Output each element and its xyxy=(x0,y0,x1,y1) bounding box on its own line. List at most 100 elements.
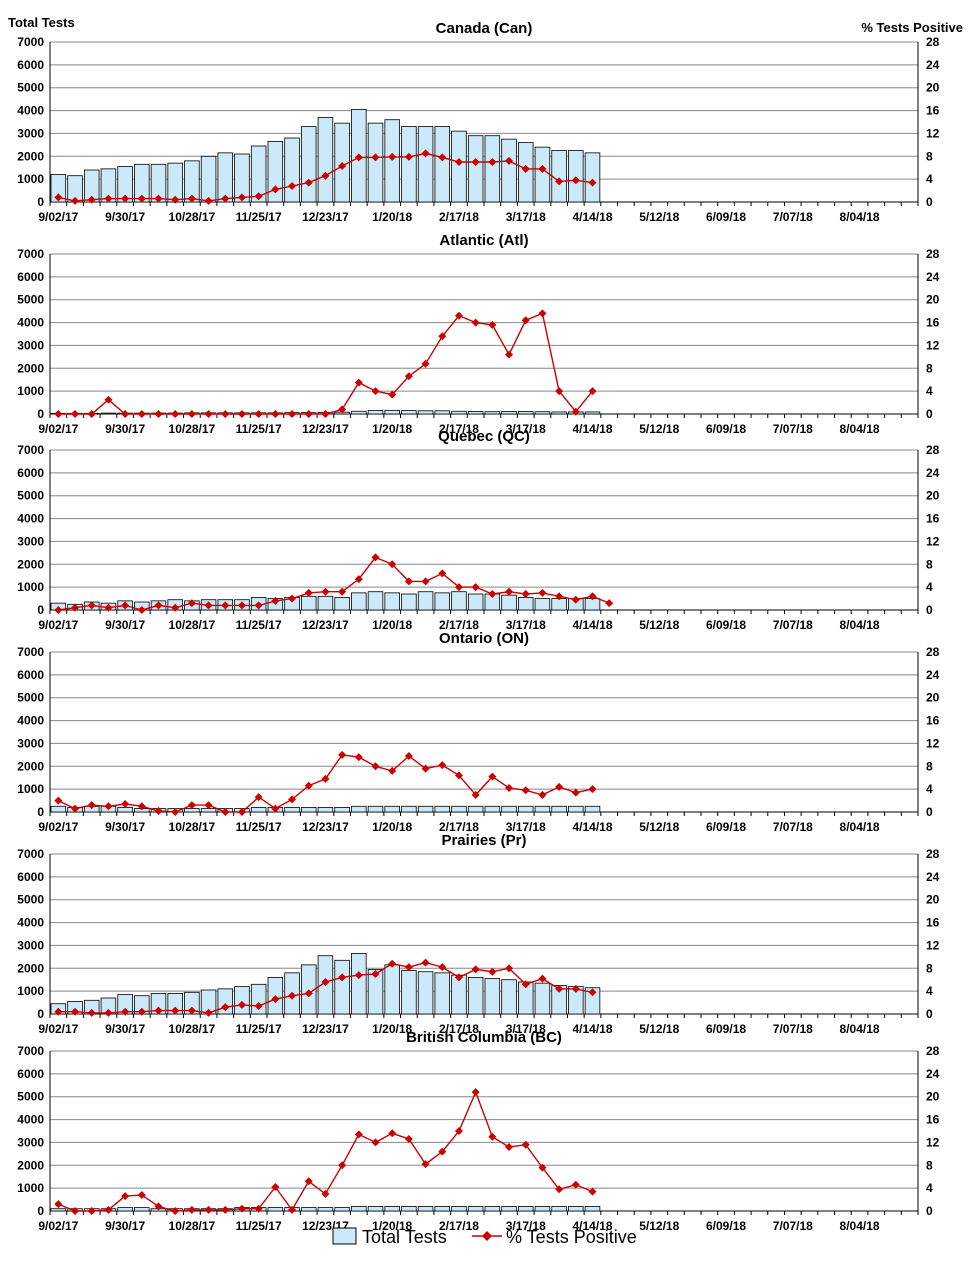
data-point xyxy=(521,590,530,598)
data-point xyxy=(137,606,146,614)
panel-title: Prairies (Pr) xyxy=(441,832,526,849)
data-point xyxy=(121,1192,130,1201)
left-tick-label: 3000 xyxy=(17,1135,44,1149)
bar xyxy=(351,1206,367,1212)
right-tick-label: 0 xyxy=(926,603,933,617)
right-tick-label: 16 xyxy=(926,714,940,728)
bar xyxy=(451,591,467,611)
data-point xyxy=(237,808,246,816)
left-tick-label: 3000 xyxy=(17,736,44,750)
bar xyxy=(351,805,367,813)
bar xyxy=(234,986,250,1015)
x-tick-label: 9/30/17 xyxy=(105,422,145,436)
bar xyxy=(351,953,367,1015)
data-point xyxy=(137,194,146,203)
data-point xyxy=(371,153,380,162)
bar xyxy=(351,410,367,415)
left-tick-label: 7000 xyxy=(17,35,44,49)
data-point xyxy=(221,1003,230,1012)
bar xyxy=(584,1206,601,1212)
bar xyxy=(401,593,417,611)
left-tick-label: 4000 xyxy=(17,1113,44,1127)
data-point xyxy=(221,1205,230,1214)
data-point xyxy=(371,387,380,396)
x-tick-label: 4/14/18 xyxy=(572,820,612,834)
data-point xyxy=(321,587,330,596)
x-tick-label: 6/09/18 xyxy=(706,820,746,834)
right-tick-label: 4 xyxy=(926,172,933,186)
right-tick-label: 8 xyxy=(926,1158,933,1172)
data-point xyxy=(71,196,80,205)
x-tick-label: 8/04/18 xyxy=(840,422,880,436)
data-point xyxy=(354,575,363,584)
bar xyxy=(234,153,250,203)
left-tick-label: 1000 xyxy=(17,384,44,398)
bar xyxy=(551,150,567,203)
data-point xyxy=(521,980,530,989)
right-tick-label: 20 xyxy=(926,1090,940,1104)
left-tick-label: 4000 xyxy=(17,714,44,728)
x-tick-label: 8/04/18 xyxy=(840,1022,880,1036)
data-point xyxy=(454,1127,463,1135)
data-point xyxy=(204,601,213,610)
bar xyxy=(384,1206,400,1212)
data-point xyxy=(304,178,313,187)
bar xyxy=(534,982,551,1015)
left-tick-label: 6000 xyxy=(17,870,44,884)
data-point xyxy=(221,194,230,203)
left-axis-label: Total Tests xyxy=(8,15,75,30)
right-tick-label: 8 xyxy=(926,361,933,375)
data-point xyxy=(421,1160,430,1169)
bar xyxy=(467,977,484,1015)
bar xyxy=(50,174,67,203)
data-point xyxy=(271,596,280,605)
bar xyxy=(334,1207,350,1212)
bar xyxy=(100,412,117,415)
left-tick-label: 5000 xyxy=(17,489,44,503)
bar xyxy=(517,1206,534,1212)
right-tick-label: 24 xyxy=(926,58,940,72)
x-tick-label: 2/17/18 xyxy=(439,820,479,834)
left-tick-label: 3000 xyxy=(17,534,44,548)
x-tick-label: 1/20/18 xyxy=(372,618,412,632)
x-tick-label: 3/17/18 xyxy=(506,1022,546,1036)
right-tick-label: 12 xyxy=(926,534,940,548)
data-point xyxy=(171,195,180,204)
data-point xyxy=(87,601,96,610)
data-point xyxy=(404,963,413,972)
x-tick-label: 5/12/18 xyxy=(639,618,679,632)
data-point xyxy=(454,583,463,592)
data-point xyxy=(388,959,397,968)
right-tick-label: 4 xyxy=(926,782,933,796)
data-point xyxy=(338,973,347,982)
bar xyxy=(367,969,384,1015)
bar xyxy=(451,805,467,813)
data-point xyxy=(605,599,614,608)
bar xyxy=(534,805,551,813)
data-point xyxy=(404,1135,413,1143)
bar xyxy=(417,410,434,415)
data-point xyxy=(454,311,463,320)
x-tick-label: 6/09/18 xyxy=(706,422,746,436)
data-point xyxy=(404,577,413,586)
data-point xyxy=(154,410,163,418)
bar xyxy=(267,141,284,203)
right-tick-label: 8 xyxy=(926,149,933,163)
data-point xyxy=(421,577,430,586)
data-point xyxy=(304,410,313,418)
x-tick-label: 5/12/18 xyxy=(639,210,679,224)
data-point xyxy=(71,1207,80,1215)
x-tick-label: 10/28/17 xyxy=(169,618,216,632)
bar xyxy=(434,972,451,1015)
left-tick-label: 5000 xyxy=(17,81,44,95)
data-point xyxy=(371,762,380,771)
data-point xyxy=(371,1138,380,1147)
left-tick-label: 0 xyxy=(37,805,44,819)
data-point xyxy=(54,1007,63,1016)
bar xyxy=(434,126,451,203)
x-tick-label: 3/17/18 xyxy=(506,210,546,224)
data-point xyxy=(321,774,330,783)
bar xyxy=(584,805,601,813)
left-tick-label: 7000 xyxy=(17,645,44,659)
x-tick-label: 9/30/17 xyxy=(105,618,145,632)
